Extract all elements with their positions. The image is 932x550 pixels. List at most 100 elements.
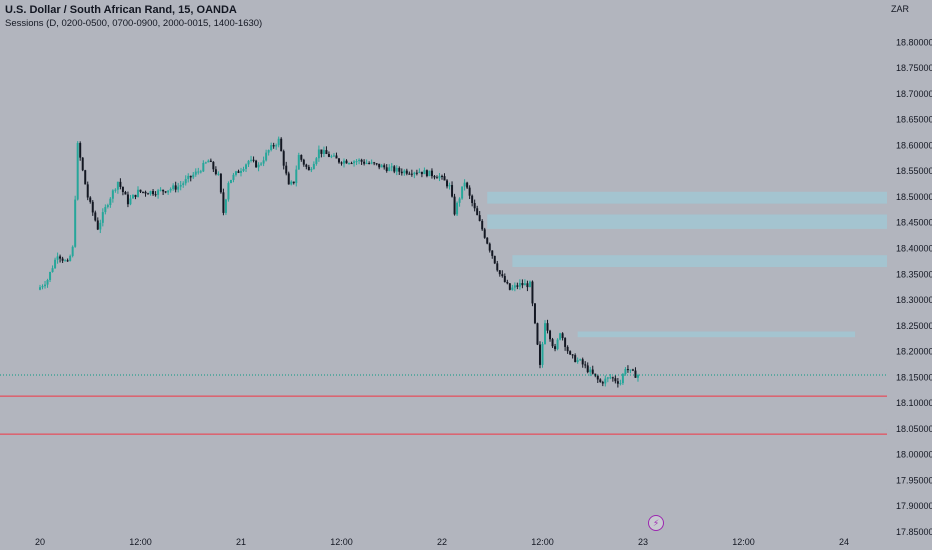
symbol-title[interactable]: U.S. Dollar / South African Rand, 15, OA… xyxy=(5,4,237,16)
candle xyxy=(478,211,481,222)
time-axis-bg xyxy=(0,538,932,550)
candle xyxy=(441,174,443,180)
time-tick-label: 12:00 xyxy=(330,537,353,547)
candle xyxy=(360,158,363,165)
candle xyxy=(473,199,476,212)
candle xyxy=(461,186,464,200)
candle xyxy=(129,194,132,206)
candle xyxy=(177,182,180,193)
candle xyxy=(252,156,255,163)
lightning-icon[interactable]: ⚡ xyxy=(648,515,664,531)
candle xyxy=(265,149,268,162)
candle xyxy=(586,362,589,374)
candle xyxy=(403,169,406,176)
candle xyxy=(255,159,258,168)
price-tick-label: 18.15000 xyxy=(896,372,932,382)
candle xyxy=(378,163,381,170)
time-tick-label: 20 xyxy=(35,537,45,547)
candle xyxy=(425,169,428,178)
candle xyxy=(390,163,393,172)
chart-legend[interactable]: U.S. Dollar / South African Rand, 15, OA… xyxy=(5,4,262,30)
candle xyxy=(245,163,248,172)
candle xyxy=(546,319,549,334)
candle xyxy=(395,165,398,176)
candle xyxy=(217,171,220,176)
candle xyxy=(518,279,521,290)
candle xyxy=(438,173,441,182)
candle xyxy=(368,161,371,165)
candle xyxy=(355,158,358,166)
candle xyxy=(39,284,41,291)
candle xyxy=(99,219,102,234)
candle xyxy=(541,341,544,368)
currency-label: ZAR xyxy=(891,4,909,14)
candle xyxy=(370,159,373,165)
candle xyxy=(119,178,122,190)
candle xyxy=(250,155,253,163)
candle xyxy=(343,158,346,168)
price-tick-label: 18.45000 xyxy=(896,218,932,228)
candle xyxy=(624,367,627,376)
candle xyxy=(162,189,165,196)
candle xyxy=(89,196,92,204)
candle xyxy=(232,172,235,183)
candle xyxy=(229,179,232,184)
candle xyxy=(300,154,303,162)
candle xyxy=(41,284,44,290)
candle xyxy=(408,171,411,175)
candle xyxy=(405,168,408,176)
price-tick-label: 18.10000 xyxy=(896,398,932,408)
price-tick-label: 18.20000 xyxy=(896,347,932,357)
candle xyxy=(604,375,607,387)
candle xyxy=(164,191,167,194)
candle xyxy=(398,166,401,175)
candle xyxy=(413,171,416,179)
price-tick-label: 18.25000 xyxy=(896,321,932,331)
candle xyxy=(91,200,94,216)
candle xyxy=(134,194,137,200)
time-tick-label: 24 xyxy=(839,537,849,547)
candle xyxy=(111,189,114,203)
candle xyxy=(491,250,494,259)
time-tick-label: 21 xyxy=(236,537,246,547)
candle xyxy=(528,280,531,288)
candle xyxy=(468,185,471,200)
price-tick-label: 18.70000 xyxy=(896,89,932,99)
candle xyxy=(453,193,456,216)
candle xyxy=(536,322,539,346)
candle xyxy=(483,227,486,239)
candle xyxy=(348,162,351,165)
candle xyxy=(571,354,574,359)
time-tick-label: 23 xyxy=(638,537,648,547)
candle xyxy=(142,191,145,194)
candle xyxy=(579,358,582,361)
candle xyxy=(327,151,330,158)
candle xyxy=(538,341,541,369)
candle xyxy=(126,191,129,208)
candle xyxy=(49,271,52,283)
candle xyxy=(144,190,147,197)
candle xyxy=(159,187,162,192)
candle xyxy=(247,159,250,167)
candle xyxy=(599,378,602,383)
candle xyxy=(285,161,288,176)
candle xyxy=(275,143,278,150)
candle xyxy=(423,167,426,175)
indicator-title[interactable]: Sessions (D, 0200-0500, 0700-0900, 2000-… xyxy=(5,18,263,29)
price-tick-label: 18.80000 xyxy=(896,37,932,47)
candle xyxy=(149,190,152,196)
candle xyxy=(277,136,280,148)
candle xyxy=(172,183,175,191)
candle xyxy=(66,258,69,262)
candle xyxy=(292,181,295,185)
candle xyxy=(619,379,622,386)
candle xyxy=(566,345,569,354)
candle xyxy=(496,260,499,272)
candle xyxy=(317,145,320,162)
candle xyxy=(448,182,451,190)
price-axis[interactable]: 18.80000 18.75000 18.70000 18.65000 18.60000… xyxy=(887,0,932,550)
time-axis[interactable]: 20 12:00 21 12:00 22 12:00 23 12:00 24 xyxy=(0,537,932,550)
candle xyxy=(544,320,547,345)
